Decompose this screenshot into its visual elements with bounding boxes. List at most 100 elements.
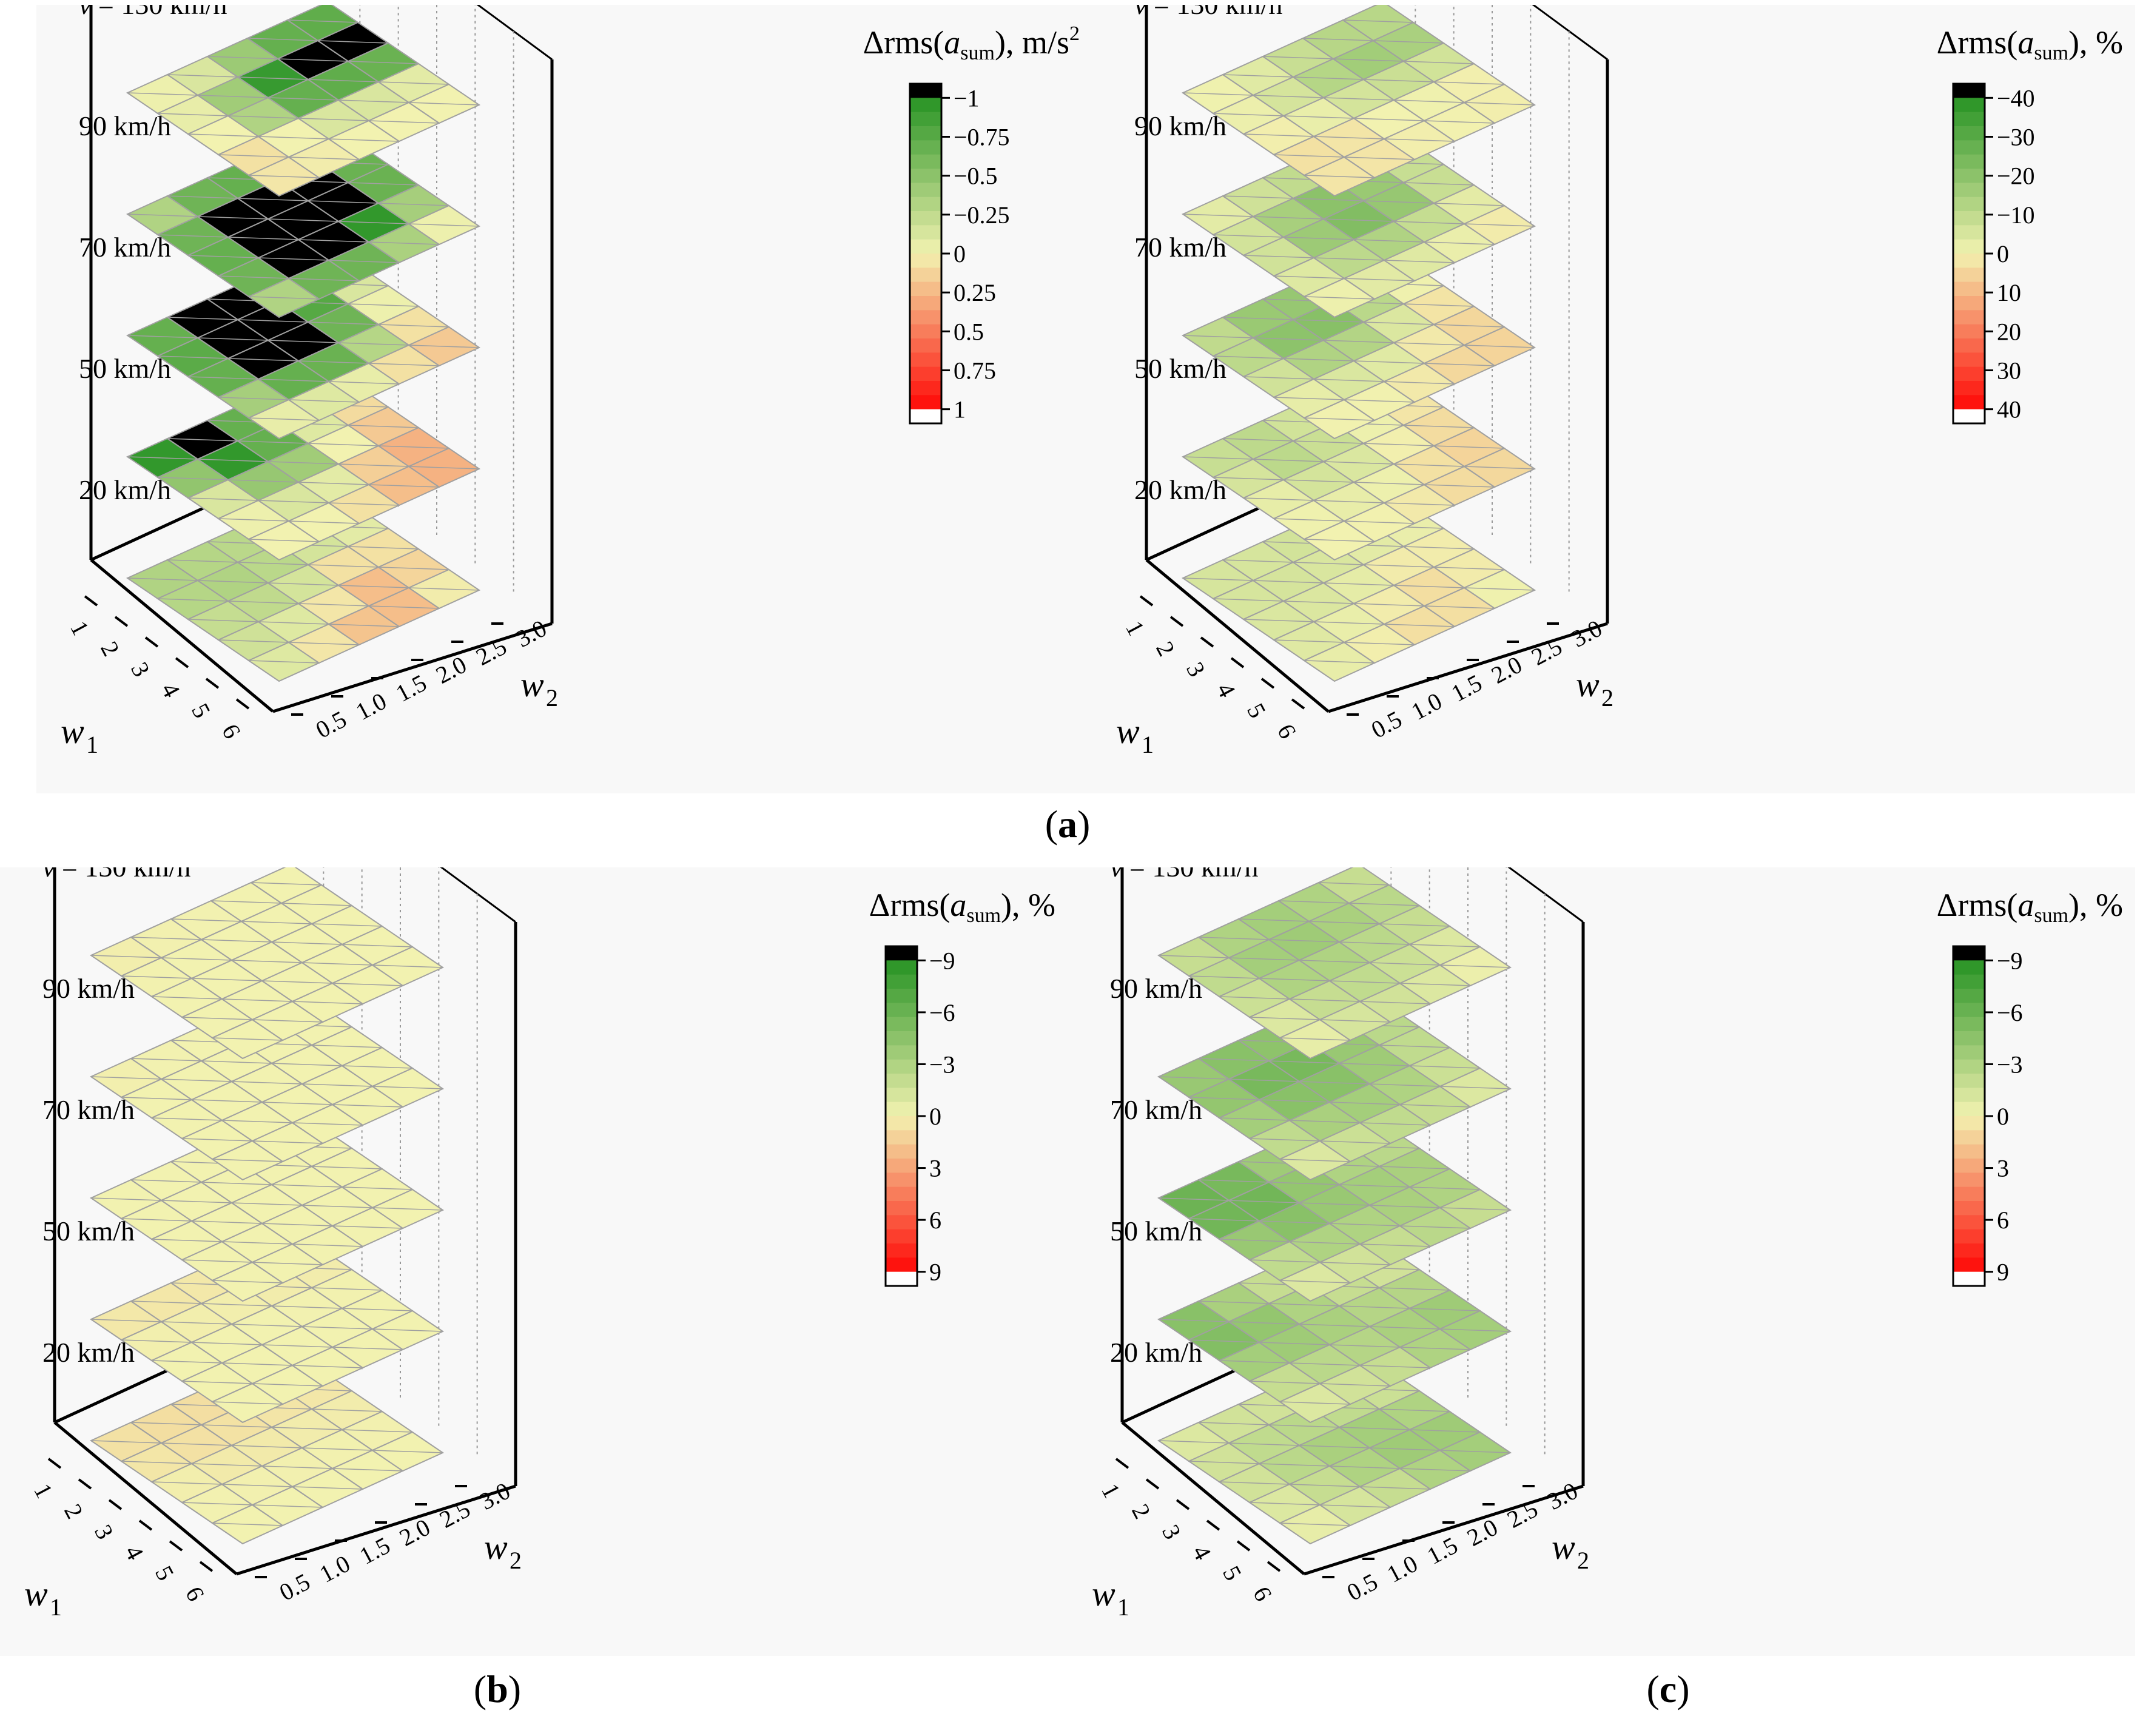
mesh-diagonal — [90, 1076, 162, 1080]
mesh-diagonal — [197, 216, 269, 220]
colorbar-segment — [910, 169, 941, 184]
mesh-diagonal — [218, 639, 289, 643]
mesh-diagonal — [1424, 484, 1495, 488]
mesh-diagonal — [1279, 1159, 1351, 1162]
mesh-diagonal — [130, 1300, 202, 1304]
mesh-diagonal — [1304, 296, 1375, 300]
mesh-diagonal — [121, 1461, 192, 1464]
mesh-diagonal — [1464, 587, 1535, 591]
mesh-diagonal — [1373, 40, 1444, 44]
colorbar-segment — [1953, 1045, 1985, 1060]
mesh-diagonal — [1342, 19, 1414, 23]
mesh-diagonal — [1379, 923, 1450, 927]
colorbar-segment — [1953, 169, 1985, 184]
colorbar-segment — [1953, 239, 1985, 254]
mesh-diagonal — [1228, 1200, 1300, 1203]
colorbar-segment — [910, 183, 941, 198]
mesh-diagonal — [288, 399, 360, 403]
mesh-diagonal — [157, 477, 229, 480]
mesh-diagonal — [227, 358, 299, 362]
colorbar-segment — [1953, 296, 1985, 311]
mesh-diagonal — [212, 1159, 283, 1162]
colorbar-segment — [1953, 409, 1985, 424]
layer-label: v = 130 km/h — [79, 5, 227, 20]
mesh-diagonal — [317, 40, 389, 44]
mesh-diagonal — [1213, 598, 1284, 602]
y-tick-label: 0.5 — [1367, 705, 1406, 744]
colorbar-segment — [910, 296, 941, 311]
colorbar: −40 −30 −20 −10 0 10 20 30 40 — [1952, 82, 2035, 425]
colorbar-segment — [886, 1243, 917, 1259]
mesh-diagonal — [1293, 562, 1364, 565]
mesh-diagonal — [1289, 1241, 1361, 1245]
colorbar-tick-label: 10 — [1997, 279, 2021, 306]
mesh-diagonal — [1259, 1342, 1330, 1345]
mesh-diagonal — [197, 580, 269, 584]
mesh-diagonal — [1273, 639, 1345, 643]
mesh-diagonal — [292, 1243, 363, 1247]
colorbar-segment — [886, 1116, 917, 1131]
mesh-diagonal — [378, 203, 449, 206]
mesh-diagonal — [157, 355, 229, 359]
mesh-diagonal — [1279, 1522, 1351, 1526]
colorbar-segment — [886, 1201, 917, 1216]
y-tick-label: 3.0 — [1567, 614, 1606, 653]
colorbar-segment — [910, 197, 941, 212]
mesh-diagonal — [130, 1058, 202, 1061]
mesh-diagonal — [338, 463, 409, 467]
mesh-diagonal — [1299, 1081, 1370, 1085]
mesh-diagonal — [368, 605, 440, 609]
mesh-diagonal — [187, 255, 259, 258]
colorbar-segment — [910, 409, 941, 424]
mesh-diagonal — [298, 118, 369, 121]
x-tick — [84, 595, 98, 607]
mesh-diagonal — [1243, 497, 1314, 501]
y-tick-label: 2.0 — [1487, 651, 1526, 689]
mesh-diagonal — [231, 1445, 303, 1448]
mesh-diagonal — [127, 335, 198, 338]
mesh-diagonal — [1249, 1138, 1321, 1142]
x-tick — [1206, 1519, 1220, 1531]
colorbar-segment — [1953, 112, 1985, 127]
x-tick-label: 1 — [1120, 616, 1150, 640]
y-tick-label: 0.5 — [311, 705, 351, 744]
x-tick-label: 4 — [1187, 1541, 1217, 1564]
colorbar-segment — [1953, 310, 1985, 325]
mesh-diagonal — [338, 221, 409, 224]
mesh-diagonal — [1158, 1197, 1230, 1201]
mesh-diagonal — [1393, 221, 1465, 224]
caption-b: (b) — [473, 1667, 522, 1711]
mesh-diagonal — [90, 1440, 162, 1444]
colorbar-segment — [886, 1059, 917, 1074]
mesh-diagonal — [287, 19, 358, 23]
y-tick-label: 2.0 — [1462, 1513, 1502, 1552]
x-tick — [108, 1499, 123, 1510]
mesh-diagonal — [298, 239, 369, 243]
mesh-diagonal — [1259, 1220, 1330, 1224]
chart-title: Δrms(asum), % — [1937, 887, 2123, 927]
mesh-diagonal — [1259, 1099, 1330, 1103]
mesh-diagonal — [1188, 1339, 1260, 1343]
mesh-diagonal — [1359, 1243, 1431, 1247]
colorbar-tick-label: −3 — [929, 1051, 955, 1078]
mesh-diagonal — [231, 1324, 303, 1327]
mesh-diagonal — [121, 1218, 192, 1222]
panel-b: v = 130 km/h 90 km/h 70 km/h 50 km/h 20 km/h… — [0, 867, 1068, 1656]
mesh-diagonal — [1289, 1120, 1361, 1123]
colorbar-segment — [1953, 366, 1985, 382]
mesh-diagonal — [1339, 1305, 1410, 1309]
colorbar-segment — [1953, 395, 1985, 410]
colorbar-segment — [1953, 989, 1985, 1004]
y-tick-label: 1.0 — [1382, 1550, 1422, 1588]
mesh-diagonal — [288, 278, 360, 281]
mesh-diagonal — [1353, 360, 1425, 364]
mesh-diagonal — [271, 941, 343, 945]
colorbar-segment — [886, 960, 917, 975]
mesh-diagonal — [338, 99, 409, 103]
mesh-diagonal — [1339, 1427, 1410, 1430]
mesh-diagonal — [252, 1504, 323, 1508]
mesh-diagonal — [1243, 619, 1314, 622]
mesh-diagonal — [268, 461, 339, 465]
mesh-diagonal — [167, 559, 238, 563]
mesh-diagonal — [1262, 56, 1334, 59]
